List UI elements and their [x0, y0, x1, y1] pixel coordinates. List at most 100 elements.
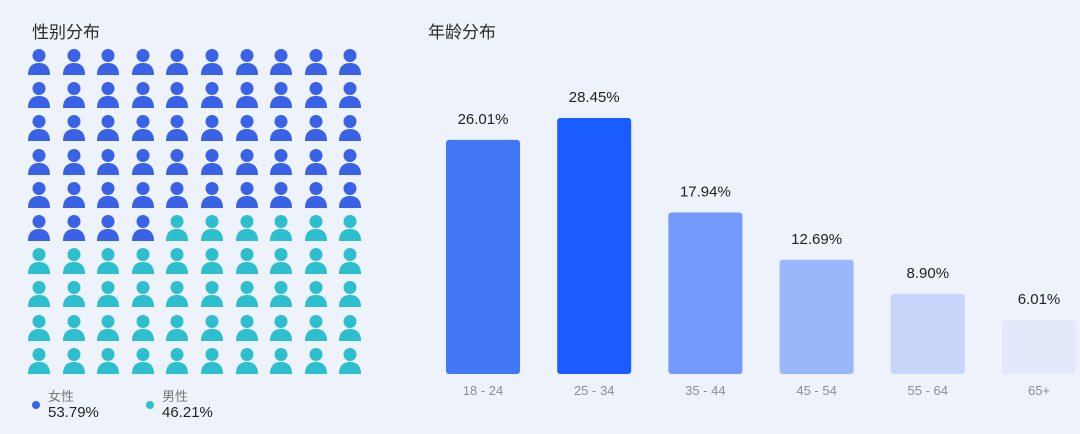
person-icon — [201, 215, 223, 241]
person-icon — [339, 215, 362, 241]
person-icon — [304, 215, 327, 241]
person-icon — [201, 248, 223, 275]
person-icon — [131, 115, 154, 142]
person-icon — [97, 248, 120, 275]
person-icon — [28, 82, 50, 109]
person-icon — [201, 181, 223, 208]
female-legend-label: 女性 — [48, 389, 75, 404]
person-icon — [304, 314, 327, 341]
person-icon — [97, 115, 120, 142]
person-icon — [304, 82, 327, 109]
age-bar — [779, 259, 854, 374]
person-icon — [201, 281, 223, 308]
person-icon — [28, 148, 50, 175]
x-tick-label: 35 - 44 — [685, 383, 725, 398]
person-icon — [97, 281, 120, 308]
person-icon — [131, 181, 154, 208]
person-icon — [131, 215, 154, 241]
person-icon — [166, 49, 189, 75]
person-icon — [304, 347, 327, 374]
person-icon — [339, 148, 362, 175]
person-icon — [235, 148, 258, 175]
male-legend-value: 46.21% — [162, 404, 213, 421]
age-bar — [557, 117, 632, 374]
person-icon — [270, 82, 293, 109]
person-icon — [270, 181, 293, 208]
bar-value-label: 26.01% — [458, 111, 509, 128]
person-icon — [97, 181, 120, 208]
person-icon — [304, 148, 327, 175]
person-icon — [166, 115, 189, 142]
person-icon — [28, 314, 50, 341]
person-icon — [62, 115, 85, 142]
person-icon — [166, 281, 189, 308]
person-icon — [28, 115, 50, 142]
person-icon — [270, 248, 293, 275]
person-icon — [131, 248, 154, 275]
person-icon — [62, 215, 85, 241]
person-icon — [131, 314, 154, 341]
person-icon — [97, 148, 120, 175]
age-bar — [1002, 319, 1076, 374]
person-icon — [235, 82, 258, 109]
bar-value-label: 8.90% — [907, 265, 950, 282]
x-tick-label: 55 - 64 — [908, 383, 948, 398]
person-icon — [62, 82, 85, 109]
bar-value-label: 17.94% — [680, 184, 731, 201]
person-icon — [131, 49, 154, 75]
person-icon — [270, 281, 293, 308]
person-icon — [270, 347, 293, 374]
person-icon — [97, 215, 120, 241]
person-icon — [97, 314, 120, 341]
person-icon — [28, 181, 50, 208]
person-icon — [235, 248, 258, 275]
person-icon — [304, 248, 327, 275]
person-icon — [62, 181, 85, 208]
male-legend-label: 男性 — [162, 389, 189, 404]
person-icon — [131, 82, 154, 109]
person-icon — [201, 115, 223, 142]
person-icon — [166, 215, 189, 241]
age-distribution-chart: 26.01% 18 - 24 28.45% 25 - 34 17.94% 35 - 44 1… — [446, 89, 1076, 398]
person-icon — [131, 148, 154, 175]
person-icon — [201, 148, 223, 175]
person-icon — [97, 49, 120, 75]
x-tick-label: 25 - 34 — [574, 383, 614, 398]
person-icon — [28, 347, 50, 374]
bar-value-label: 28.45% — [569, 89, 620, 106]
person-icon — [270, 115, 293, 142]
person-icon — [339, 82, 362, 109]
person-icon — [166, 347, 189, 374]
person-icon — [304, 281, 327, 308]
person-icon — [235, 181, 258, 208]
person-icon — [201, 49, 223, 75]
person-icon — [28, 281, 50, 308]
person-icon — [235, 281, 258, 308]
person-icon — [339, 281, 362, 308]
person-icon — [28, 49, 50, 75]
person-icon — [339, 115, 362, 142]
person-icon — [339, 181, 362, 208]
x-tick-label: 18 - 24 — [463, 383, 503, 398]
person-icon — [339, 347, 362, 374]
person-icon — [270, 49, 293, 75]
person-icon — [235, 115, 258, 142]
person-icon — [131, 347, 154, 374]
female-legend-dot — [32, 401, 40, 409]
person-icon — [235, 215, 258, 241]
person-icon — [166, 148, 189, 175]
bar-value-label: 12.69% — [791, 231, 842, 248]
person-icon — [304, 181, 327, 208]
person-icon — [62, 148, 85, 175]
person-icon — [166, 181, 189, 208]
person-icon — [235, 49, 258, 75]
x-tick-label: 65+ — [1028, 383, 1050, 398]
gender-icon-grid — [27, 48, 377, 378]
person-icon — [339, 314, 362, 341]
person-icon — [270, 148, 293, 175]
person-icon — [131, 281, 154, 308]
person-icon — [304, 49, 327, 75]
person-icon — [235, 314, 258, 341]
person-icon — [28, 248, 50, 275]
person-icon — [62, 49, 85, 75]
